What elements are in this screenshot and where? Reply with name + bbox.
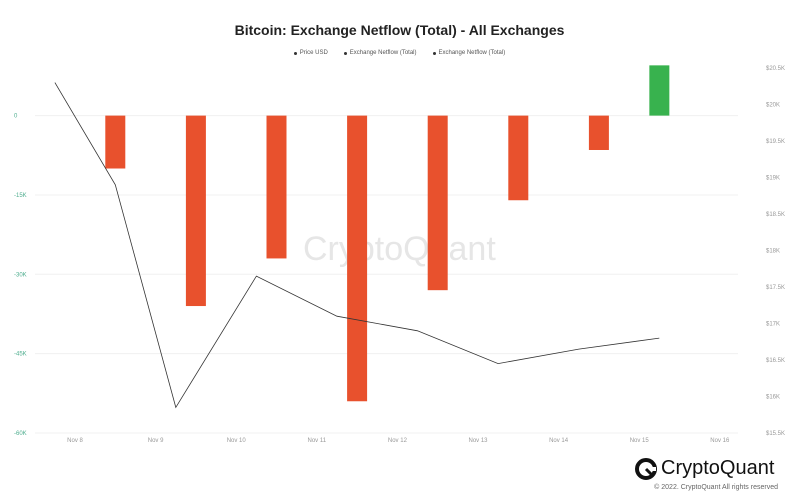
x-tick-label: Nov 15 [630,438,650,444]
cryptoquant-logo-icon [635,457,657,480]
netflow-bar [105,115,126,169]
y-left-tick-label: -15K [14,193,27,199]
netflow-bar [649,65,670,116]
x-tick-label: Nov 9 [148,438,164,444]
brand-name: CryptoQuant [661,457,775,479]
x-tick-label: Nov 11 [308,438,327,444]
y-left-tick-label: -30K [14,272,27,278]
legend-item-price[interactable]: Price USD [293,50,328,56]
netflow-bar [266,115,287,259]
chart-legend: Price USD Exchange Netflow (Total) Excha… [0,50,799,56]
y-right-tick-label: $17.5K [766,285,785,291]
y-right-tick-label: $16.5K [766,358,785,364]
y-left-tick-label: -60K [14,431,27,437]
y-right-tick-label: $19.5K [766,139,785,145]
y-right-tick-label: $17K [766,322,780,328]
y-right-tick-label: $18.5K [766,212,785,218]
x-tick-label: Nov 10 [227,438,247,444]
netflow-bar [588,115,609,150]
x-tick-label: Nov 8 [67,438,83,444]
price-line-series [54,82,660,409]
chart-title: Bitcoin: Exchange Netflow (Total) - All … [234,22,565,38]
legend-label: Price USD [299,50,328,56]
bar-series [105,65,670,402]
x-tick-label: Nov 14 [549,438,569,444]
watermark: CryptoQuant [303,230,496,268]
netflow-bar [508,115,529,201]
legend-dot-icon [293,51,297,55]
netflow-bar [185,115,206,307]
y-left-tick-label: -45K [14,352,27,358]
y-right-tick-label: $15.5K [766,431,785,437]
legend-label: Exchange Netflow (Total) [349,50,417,56]
x-tick-label: Nov 12 [388,438,408,444]
legend-item-netflow-2[interactable]: Exchange Netflow (Total) [432,50,506,56]
netflow-bar [427,115,448,291]
x-tick-label: Nov 13 [468,438,488,444]
y-left-tick-label: 0 [14,114,18,120]
netflow-bar [347,115,368,402]
brand-logo: CryptoQuant [635,457,774,480]
y-right-tick-label: $19K [766,176,780,182]
legend-dot-icon [432,51,436,55]
copyright-text: © 2022. CryptoQuant All rights reserved [654,484,778,491]
grid-lines [35,115,738,434]
x-axis: Nov 8 Nov 9 Nov 10 Nov 11 Nov 12 Nov 13 Nov 14… [67,438,730,444]
y-right-tick-label: $16K [766,395,780,401]
legend-dot-icon [343,51,347,55]
y-right-tick-label: $18K [766,249,780,255]
x-tick-label: Nov 16 [710,438,730,444]
y-right-tick-label: $20.5K [766,66,785,72]
y-axis-left: 0 -15K -30K -45K -60K [14,114,27,437]
legend-label: Exchange Netflow (Total) [438,50,506,56]
y-right-tick-label: $20K [766,103,780,109]
y-axis-right: $20.5K $20K $19.5K $19K $18.5K $18K $17.5K $17K… [766,66,785,437]
legend-item-netflow-1[interactable]: Exchange Netflow (Total) [343,50,417,56]
price-line [54,82,660,409]
